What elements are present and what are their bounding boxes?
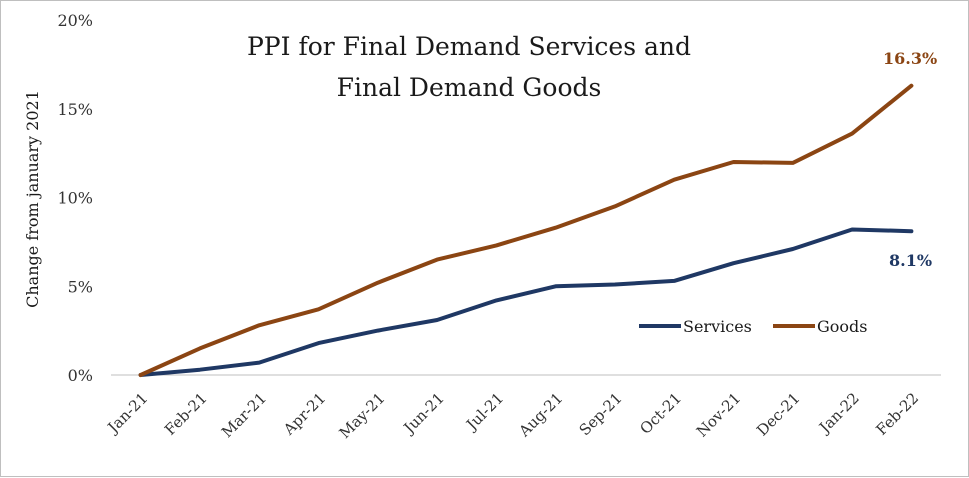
y-tick-label: 5% <box>68 277 93 296</box>
y-tick-label: 20% <box>57 11 93 30</box>
x-tick-label: Aug-21 <box>515 389 567 441</box>
x-tick-label: Mar-21 <box>218 389 270 441</box>
x-tick-label: Sep-21 <box>576 389 626 439</box>
chart-title-line-1: PPI for Final Demand Services and <box>247 32 691 61</box>
y-axis-ticks: 0% 5% 10% 15% 20% <box>57 11 93 385</box>
x-tick-label: Feb-22 <box>873 389 923 439</box>
x-tick-label: Oct-21 <box>636 389 685 438</box>
series-line-services <box>138 227 914 377</box>
legend: Services Goods <box>639 317 868 336</box>
series-line-goods <box>138 83 914 377</box>
data-label-services-end: 8.1% <box>889 251 932 270</box>
x-tick-label: Apr-21 <box>279 389 329 439</box>
chart-title-line-2: Final Demand Goods <box>337 73 602 102</box>
y-tick-label: 15% <box>57 100 93 119</box>
x-tick-label: Jul-21 <box>461 389 507 435</box>
legend-label-services: Services <box>683 317 752 336</box>
y-tick-label: 0% <box>68 366 93 385</box>
x-tick-label: Nov-21 <box>693 389 744 440</box>
x-tick-label: Feb-21 <box>161 389 211 439</box>
data-label-goods-end: 16.3% <box>883 49 937 68</box>
x-tick-label: Jan-22 <box>814 389 863 438</box>
x-tick-label: Jun-21 <box>399 389 448 438</box>
y-tick-label: 10% <box>57 189 93 208</box>
x-tick-label: Dec-21 <box>753 389 804 440</box>
series-lines <box>138 83 914 377</box>
x-tick-label: Jan-21 <box>103 389 152 438</box>
y-axis-label: Change from january 2021 <box>23 90 42 308</box>
x-tick-label: May-21 <box>336 389 389 442</box>
x-axis-ticks: Jan-21 Feb-21 Mar-21 Apr-21 May-21 Jun-21 Jul-… <box>103 389 922 442</box>
legend-label-goods: Goods <box>817 317 868 336</box>
